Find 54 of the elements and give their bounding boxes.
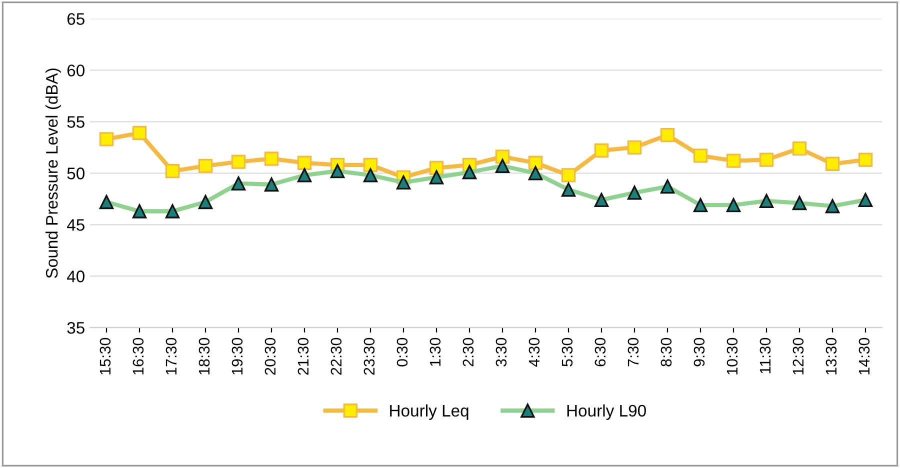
point bbox=[132, 126, 147, 140]
x-tick-label: 0:30 bbox=[396, 338, 408, 366]
x-tick-label: 15:30 bbox=[100, 338, 111, 374]
point bbox=[495, 150, 510, 164]
point bbox=[660, 128, 675, 142]
y-tick-label: 60 bbox=[67, 64, 84, 76]
y-axis-title: Sound Pressure Level (dBA) bbox=[46, 68, 62, 278]
y-tick-label: 45 bbox=[66, 219, 84, 231]
point bbox=[759, 152, 774, 167]
x-tick-label: 5:30 bbox=[562, 338, 573, 366]
point bbox=[297, 156, 312, 170]
point bbox=[726, 154, 741, 168]
legend-label: Hourly L90 bbox=[567, 404, 646, 420]
x-tick-label: 20:30 bbox=[264, 338, 276, 375]
point bbox=[231, 154, 246, 169]
x-tick-label: 1:30 bbox=[430, 338, 441, 366]
point bbox=[858, 152, 873, 167]
x-tick-label: 7:30 bbox=[628, 338, 639, 366]
x-tick-label: 16:30 bbox=[132, 338, 144, 374]
x-tick-label: 17:30 bbox=[166, 338, 177, 374]
x-tick-label: 4:30 bbox=[528, 338, 540, 367]
x-tick-label: 19:30 bbox=[232, 338, 243, 374]
x-tick-label: 22:30 bbox=[330, 338, 342, 375]
x-tick-label: 13:30 bbox=[826, 338, 837, 374]
point bbox=[792, 141, 807, 156]
y-tick-label: 50 bbox=[67, 168, 84, 180]
point bbox=[627, 140, 642, 155]
point bbox=[561, 168, 576, 182]
point bbox=[594, 143, 609, 158]
point bbox=[99, 132, 114, 146]
x-tick-label: 11:30 bbox=[760, 338, 771, 374]
point bbox=[693, 148, 708, 163]
y-tick-label: 40 bbox=[66, 270, 84, 282]
x-tick-label: 23:30 bbox=[364, 338, 375, 375]
x-tick-label: 18:30 bbox=[198, 338, 210, 374]
point bbox=[165, 164, 180, 178]
point bbox=[825, 156, 840, 171]
legend-label: Hourly Leq bbox=[390, 404, 468, 420]
x-tick-label: 2:30 bbox=[462, 338, 474, 366]
x-tick-label: 8:30 bbox=[660, 338, 672, 366]
x-tick-label: 6:30 bbox=[594, 338, 606, 366]
x-tick-label: 10:30 bbox=[726, 338, 738, 374]
x-tick-label: 9:30 bbox=[694, 338, 705, 366]
x-tick-label: 14:30 bbox=[858, 338, 870, 374]
y-tick-label: 35 bbox=[67, 322, 84, 334]
point bbox=[528, 156, 543, 170]
point bbox=[363, 158, 378, 172]
x-tick-label: 12:30 bbox=[792, 338, 804, 374]
x-tick-label: 3:30 bbox=[496, 338, 507, 366]
x-tick-label: 21:30 bbox=[298, 338, 309, 375]
point bbox=[198, 158, 213, 174]
point bbox=[264, 152, 279, 166]
y-tick-label: 65 bbox=[67, 13, 84, 25]
y-tick-label: 55 bbox=[67, 116, 84, 128]
